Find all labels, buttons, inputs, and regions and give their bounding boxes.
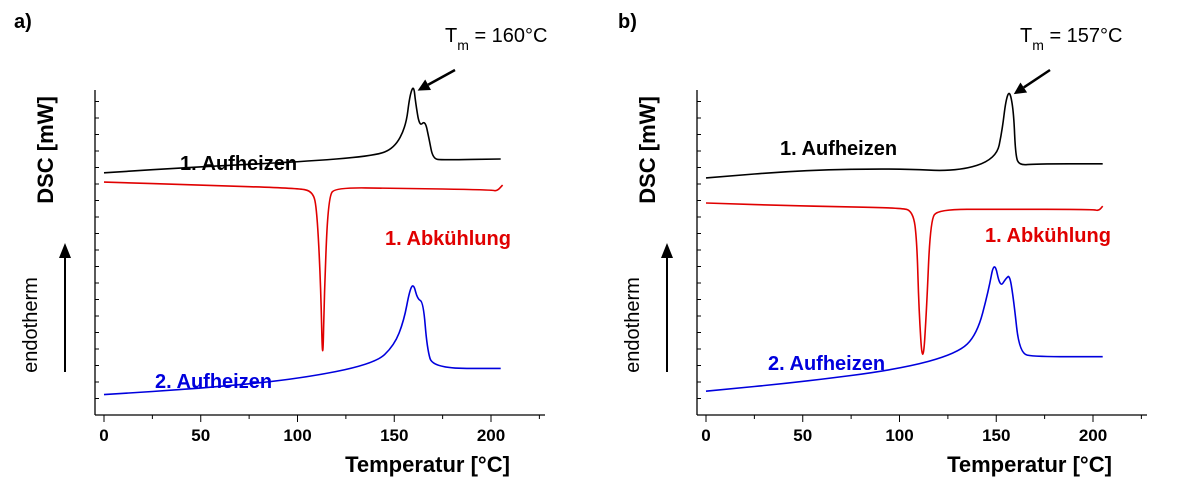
series-line-3: [705, 266, 1103, 392]
series-label-2: 1. Abkühlung: [985, 225, 1111, 247]
panel-label: a): [14, 11, 32, 33]
series-line-1: [103, 87, 501, 174]
series-line-3: [103, 285, 501, 396]
x-tick-label: 150: [380, 426, 408, 445]
series-line-2: [103, 181, 504, 352]
endotherm-arrowhead: [59, 243, 71, 258]
x-tick-label: 200: [477, 426, 505, 445]
x-tick-label: 0: [701, 426, 710, 445]
x-tick-label: 50: [793, 426, 812, 445]
x-tick-label: 100: [885, 426, 913, 445]
x-tick-label: 0: [99, 426, 108, 445]
series-label-3: 2. Aufheizen: [155, 371, 272, 393]
panel-label: b): [618, 11, 637, 33]
x-tick-label: 150: [982, 426, 1010, 445]
x-tick-label: 200: [1079, 426, 1107, 445]
series-label-1: 1. Aufheizen: [180, 153, 297, 175]
endotherm-arrowhead: [661, 243, 673, 258]
x-axis-label: Temperatur [°C]: [947, 452, 1112, 477]
annotation-arrowhead: [1013, 82, 1028, 95]
series-label-3: 2. Aufheizen: [768, 353, 885, 375]
annotation-arrow: [427, 68, 456, 86]
series-line-2: [705, 202, 1104, 356]
series-line-1: [705, 92, 1103, 179]
annotation-arrow: [1023, 68, 1051, 89]
x-tick-label: 100: [283, 426, 311, 445]
melting-point-annotation: Tm = 160°C: [445, 25, 548, 53]
series-label-1: 1. Aufheizen: [780, 138, 897, 160]
chart-panel-a: a) 0 50 100 150 200 Temperatur [°C] DSC [mW] end…: [14, 11, 548, 477]
annotation-arrowhead: [417, 79, 432, 91]
melting-point-annotation: Tm = 157°C: [1020, 25, 1123, 53]
x-tick-label: 50: [191, 426, 210, 445]
endotherm-label: endotherm: [622, 277, 644, 373]
y-axis-label: DSC [mW]: [635, 96, 660, 204]
series-label-2: 1. Abkühlung: [385, 228, 511, 250]
x-axis-label: Temperatur [°C]: [345, 452, 510, 477]
chart-panel-b: b) 0 50 100 150 200 Temperatur [°C] DSC [mW] end…: [618, 11, 1147, 477]
endotherm-label: endotherm: [20, 277, 42, 373]
y-axis-label: DSC [mW]: [33, 96, 58, 204]
